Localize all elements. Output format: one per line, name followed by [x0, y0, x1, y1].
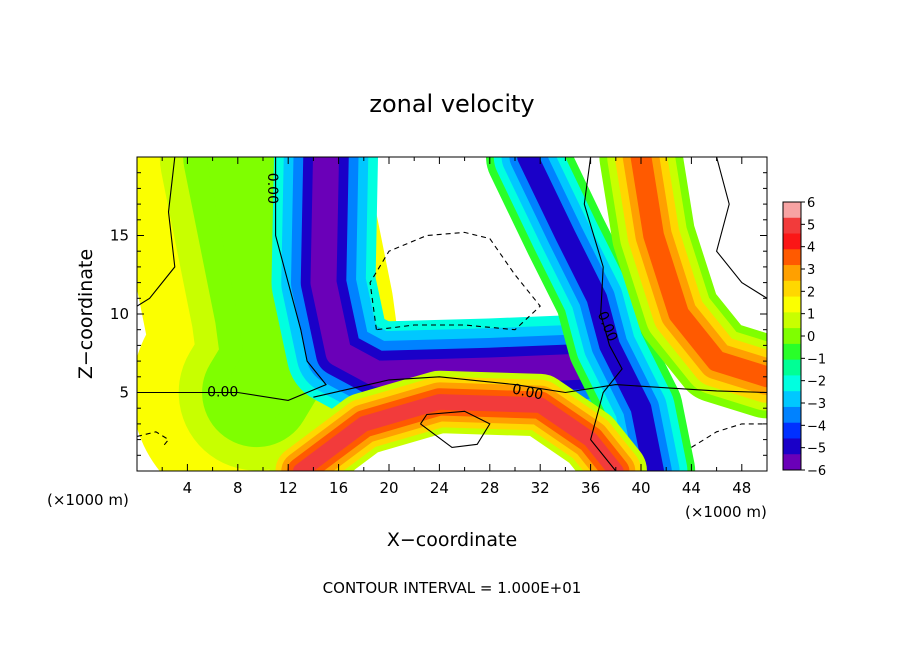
colorbar-tick-label: −3: [807, 397, 826, 412]
colorbar-swatch: [783, 249, 801, 266]
x-tick-label: 4: [183, 479, 193, 497]
colorbar-swatch: [783, 312, 801, 329]
colorbar-swatch: [783, 233, 801, 250]
y-tick-label: 5: [119, 384, 129, 402]
colorbar-swatch: [783, 202, 801, 219]
colorbar-swatch: [783, 454, 801, 471]
colorbar-swatch: [783, 296, 801, 313]
x-tick-label: 28: [480, 479, 499, 497]
contour-lines: [137, 157, 767, 471]
negative-contour-top: [369, 231, 541, 331]
colorbar-tick-label: −2: [807, 375, 826, 390]
colorbar-tick-label: −6: [807, 464, 826, 479]
x-unit-label-right: (×1000 m): [685, 503, 767, 521]
contour-label-0: 0.00: [264, 173, 280, 204]
colorbar-swatch: [783, 217, 801, 235]
colorbar-swatch: [783, 406, 801, 424]
x-axis-title: X−coordinate: [387, 529, 517, 551]
x-axis: 4 8 12 16 20 24 28 32 36 40 44 48: [161, 157, 768, 497]
colorbar-tick-label: −4: [807, 419, 826, 434]
y-axis: 5 10 15: [110, 172, 767, 456]
colorbar: 6 5 4 3 2 1 0 −1 −2 −3 −4 −5 −6: [782, 196, 826, 479]
colorbar-tick-label: −1: [807, 352, 826, 367]
y-axis-title: Z−coordinate: [75, 249, 97, 379]
x-tick-label: 40: [631, 479, 650, 497]
colorbar-tick-label: 0: [807, 330, 815, 345]
colorbar-tick-label: 1: [807, 308, 815, 323]
colorbar-tick-label: 2: [807, 285, 815, 300]
x-tick-label: 16: [329, 479, 348, 497]
thin-contour-right: [715, 157, 767, 299]
colorbar-swatch: [783, 375, 801, 392]
colorbar-swatch: [783, 328, 801, 345]
y-tick-label: 15: [110, 227, 129, 245]
field-band-4-4: [630, 157, 767, 388]
colorbar-tick-label: 4: [807, 241, 815, 256]
velocity-field: [137, 157, 767, 471]
chart-title: zonal velocity: [369, 90, 534, 118]
thin-contour-bottom: [420, 410, 491, 448]
colorbar-swatch: [783, 280, 801, 298]
dashed-contour-low-left: [137, 431, 170, 448]
contour-label-1: 0.00: [207, 385, 238, 401]
x-unit-label-left: (×1000 m): [47, 491, 129, 509]
thin-contour-left: [137, 157, 176, 307]
zero-contour-jet: [313, 376, 767, 398]
colorbar-swatch: [783, 438, 801, 455]
contour-interval-note: CONTOUR INTERVAL = 1.000E+01: [323, 579, 582, 597]
colorbar-tick-label: −5: [807, 442, 826, 457]
x-tick-label: 48: [732, 479, 751, 497]
colorbar-swatch: [783, 391, 801, 408]
x-tick-label: 44: [682, 479, 701, 497]
zero-contour-right: [583, 157, 623, 471]
field-band-1-4: [310, 157, 617, 387]
x-tick-label: 36: [581, 479, 600, 497]
colorbar-swatch: [783, 343, 801, 361]
x-tick-label: 24: [430, 479, 449, 497]
x-tick-label: 12: [279, 479, 298, 497]
contour-label-2: 0.00: [511, 381, 545, 403]
colorbar-swatch: [783, 359, 801, 376]
y-tick-label: 10: [110, 305, 129, 323]
x-tick-label: 8: [233, 479, 243, 497]
field-band-0-4: [206, 157, 307, 424]
colorbar-tick-label: 6: [807, 196, 815, 211]
colorbar-tick-label: 3: [807, 263, 815, 278]
colorbar-tick-label: 5: [807, 218, 815, 233]
x-tick-label: 20: [379, 479, 398, 497]
zero-contour-left: [137, 157, 327, 401]
colorbar-swatch: [783, 265, 801, 282]
x-tick-label: 32: [531, 479, 550, 497]
colorbar-swatch: [783, 422, 801, 439]
